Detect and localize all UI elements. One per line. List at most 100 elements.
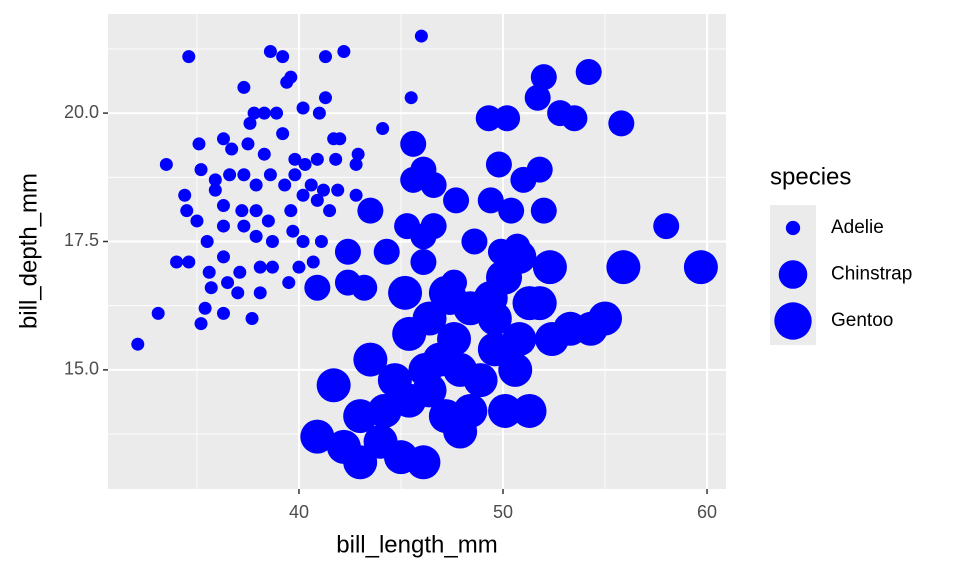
y-tick-label: 17.5 bbox=[64, 230, 99, 250]
point bbox=[216, 306, 230, 320]
point bbox=[333, 132, 347, 146]
point bbox=[225, 142, 239, 156]
point bbox=[216, 132, 230, 146]
point bbox=[223, 168, 237, 182]
point bbox=[247, 106, 261, 120]
point bbox=[314, 234, 328, 248]
point bbox=[194, 317, 208, 331]
point bbox=[198, 301, 212, 315]
point bbox=[683, 250, 718, 285]
point bbox=[151, 306, 165, 320]
point bbox=[249, 229, 263, 243]
point bbox=[488, 393, 523, 428]
point bbox=[263, 44, 277, 58]
point bbox=[278, 178, 292, 192]
x-tick-label: 50 bbox=[493, 502, 513, 522]
point bbox=[404, 91, 418, 105]
point bbox=[284, 204, 298, 218]
point bbox=[318, 91, 332, 105]
point bbox=[208, 183, 222, 197]
point bbox=[298, 157, 312, 171]
point bbox=[373, 238, 400, 265]
point bbox=[524, 84, 551, 111]
point bbox=[312, 106, 326, 120]
point bbox=[182, 255, 196, 269]
point bbox=[530, 197, 557, 224]
point bbox=[394, 213, 421, 240]
point bbox=[337, 44, 351, 58]
point bbox=[292, 260, 306, 274]
point bbox=[159, 157, 173, 171]
point bbox=[334, 238, 361, 265]
point bbox=[349, 188, 363, 202]
point bbox=[351, 147, 365, 161]
point bbox=[192, 137, 206, 151]
point bbox=[477, 187, 504, 214]
legend-title: species bbox=[770, 163, 851, 190]
point bbox=[204, 281, 218, 295]
point bbox=[326, 429, 361, 464]
point bbox=[512, 393, 547, 428]
point bbox=[253, 286, 267, 300]
point bbox=[318, 50, 332, 64]
point bbox=[270, 106, 284, 120]
point bbox=[178, 188, 192, 202]
legend-key bbox=[774, 302, 812, 340]
y-axis-title: bill_depth_mm bbox=[15, 173, 42, 329]
point bbox=[237, 80, 251, 94]
point bbox=[494, 105, 521, 132]
point bbox=[257, 106, 271, 120]
point bbox=[475, 105, 502, 132]
point bbox=[498, 197, 525, 224]
point bbox=[231, 286, 245, 300]
point bbox=[316, 183, 330, 197]
point bbox=[420, 172, 447, 198]
point bbox=[200, 234, 214, 248]
point bbox=[131, 337, 145, 351]
point bbox=[653, 213, 680, 240]
point bbox=[310, 152, 324, 166]
point bbox=[606, 250, 641, 285]
legend-label: Adelie bbox=[831, 217, 884, 238]
point bbox=[216, 250, 230, 264]
point bbox=[237, 219, 251, 233]
point bbox=[608, 110, 635, 137]
point bbox=[316, 368, 351, 403]
point bbox=[323, 204, 337, 218]
point bbox=[485, 260, 520, 295]
point bbox=[329, 152, 343, 166]
point bbox=[288, 152, 302, 166]
point bbox=[410, 249, 437, 276]
point bbox=[170, 255, 184, 269]
point bbox=[304, 178, 318, 192]
x-axis-title: bill_length_mm bbox=[336, 531, 497, 558]
y-tick-label: 20.0 bbox=[64, 102, 99, 122]
point bbox=[522, 286, 557, 321]
point bbox=[461, 228, 488, 255]
point bbox=[221, 276, 235, 290]
point bbox=[530, 64, 557, 91]
point bbox=[249, 178, 263, 192]
point bbox=[485, 151, 512, 178]
point bbox=[282, 276, 296, 290]
point bbox=[216, 219, 230, 233]
point bbox=[502, 322, 537, 357]
point bbox=[463, 363, 498, 398]
point bbox=[241, 137, 255, 151]
point bbox=[288, 168, 302, 182]
point bbox=[420, 213, 447, 240]
point bbox=[437, 322, 472, 357]
point bbox=[190, 214, 204, 228]
point bbox=[233, 265, 247, 279]
y-tick-label: 15.0 bbox=[64, 359, 99, 379]
point bbox=[243, 116, 257, 130]
point bbox=[428, 275, 463, 310]
point bbox=[534, 322, 569, 357]
point bbox=[194, 163, 208, 177]
point bbox=[296, 188, 310, 202]
point bbox=[306, 255, 320, 269]
point bbox=[286, 224, 300, 238]
point bbox=[296, 101, 310, 115]
point bbox=[249, 204, 263, 218]
